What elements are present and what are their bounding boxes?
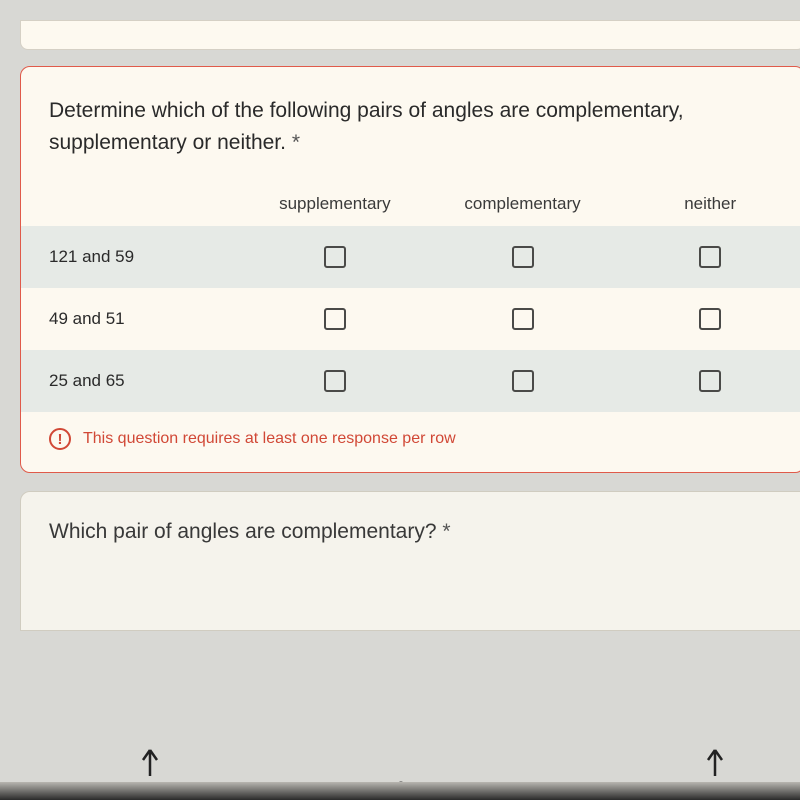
col-header-complementary: complementary — [429, 194, 617, 214]
error-icon: ! — [49, 428, 71, 450]
grid-cell — [616, 370, 800, 392]
row-label: 121 and 59 — [21, 247, 241, 267]
row-label-spacer — [21, 194, 241, 214]
checkbox[interactable] — [324, 308, 346, 330]
required-marker-2: * — [442, 520, 450, 543]
checkbox[interactable] — [699, 308, 721, 330]
question-card-1: Determine which of the following pairs o… — [20, 66, 800, 473]
grid-cell — [616, 308, 800, 330]
error-icon-glyph: ! — [58, 431, 63, 448]
grid-cell — [429, 308, 617, 330]
grid-row: 49 and 51 — [21, 288, 800, 350]
checkbox[interactable] — [512, 246, 534, 268]
required-marker: * — [292, 131, 300, 154]
row-label: 49 and 51 — [21, 309, 241, 329]
question-text-content: Determine which of the following pairs o… — [49, 99, 684, 154]
grid-cell — [616, 246, 800, 268]
checkbox[interactable] — [699, 246, 721, 268]
question-card-2: Which pair of angles are complementary? … — [20, 491, 800, 631]
checkbox[interactable] — [324, 370, 346, 392]
row-label: 25 and 65 — [21, 371, 241, 391]
grid-row: 25 and 65 — [21, 350, 800, 412]
checkbox-grid: supplementary complementary neither 121 … — [21, 194, 800, 412]
grid-header-row: supplementary complementary neither — [21, 194, 800, 226]
question-prompt: Determine which of the following pairs o… — [21, 95, 800, 158]
error-message: This question requires at least one resp… — [83, 430, 456, 448]
form-container: Determine which of the following pairs o… — [0, 0, 800, 631]
checkbox[interactable] — [699, 370, 721, 392]
grid-cell — [241, 370, 429, 392]
grid-cell — [241, 308, 429, 330]
col-header-neither: neither — [616, 194, 800, 214]
checkbox[interactable] — [512, 308, 534, 330]
validation-error: ! This question requires at least one re… — [21, 412, 800, 450]
arrow-icon — [700, 738, 730, 778]
col-header-supplementary: supplementary — [241, 194, 429, 214]
checkbox[interactable] — [324, 246, 346, 268]
screen-bottom-edge — [0, 782, 800, 800]
grid-cell — [241, 246, 429, 268]
question-text-2: Which pair of angles are complementary? — [49, 520, 437, 543]
checkbox[interactable] — [512, 370, 534, 392]
grid-cell — [429, 370, 617, 392]
question-prompt-2: Which pair of angles are complementary? … — [49, 520, 776, 544]
arrow-icon — [135, 738, 165, 778]
grid-row: 121 and 59 — [21, 226, 800, 288]
previous-card-strip — [20, 20, 800, 50]
grid-cell — [429, 246, 617, 268]
